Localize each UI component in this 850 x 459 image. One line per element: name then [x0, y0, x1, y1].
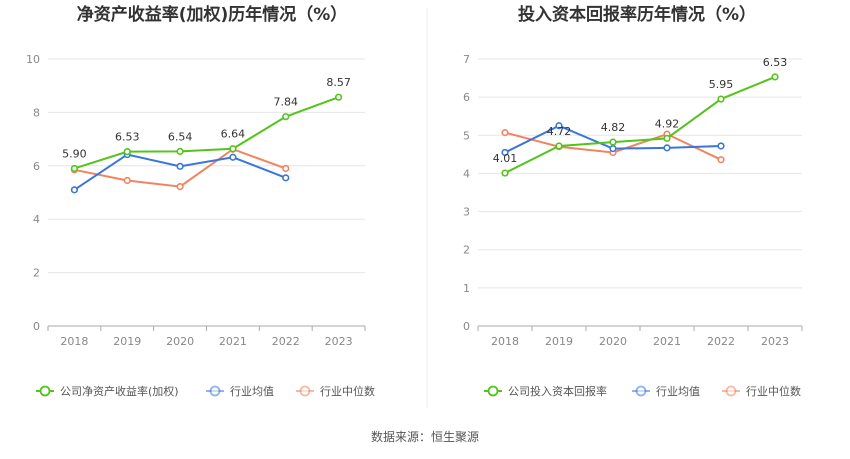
data-label: 7.84 [274, 96, 299, 109]
data-point-median [123, 176, 131, 185]
data-label: 6.53 [115, 131, 140, 144]
x-tick-label: 2019 [113, 335, 141, 348]
data-point-company [501, 169, 509, 177]
y-tick-label: 6 [33, 160, 40, 173]
data-point-median [176, 183, 184, 191]
y-tick-label: 3 [463, 206, 470, 219]
chart-roe: 净资产收益率(加权)历年情况（%） 0 2 4 6 8 10 2018 2019 2020 2021… [26, 4, 375, 398]
data-point-median [717, 156, 725, 164]
x-tick-label: 2021 [653, 335, 681, 348]
data-point-median [282, 164, 290, 173]
data-label: 4.82 [601, 121, 626, 134]
y-tick-label: 0 [33, 320, 40, 333]
legend-item-average[interactable]: 行业均值 [206, 385, 274, 398]
legend-label: 行业均值 [230, 385, 274, 398]
chart-title: 投入资本回报率历年情况（%） [518, 4, 756, 25]
x-tick-label: 2019 [545, 335, 573, 348]
x-tick-label: 2018 [491, 335, 519, 348]
data-label: 8.57 [326, 76, 351, 89]
data-point-company [555, 142, 563, 150]
legend-swatch-marker [635, 385, 647, 397]
legend-item-median[interactable]: 行业中位数 [722, 384, 801, 398]
legend-swatch-marker [725, 385, 737, 397]
data-label: 4.72 [547, 125, 572, 138]
x-tick-label: 2022 [707, 335, 735, 348]
y-tick-label: 10 [26, 53, 40, 66]
x-tick-label: 2018 [60, 335, 88, 348]
y-tick-label: 2 [33, 267, 40, 280]
data-point-company [229, 145, 237, 153]
data-label: 6.64 [221, 128, 246, 141]
data-point-company [771, 73, 779, 81]
legend-label: 行业均值 [656, 385, 700, 398]
data-point-company [123, 148, 131, 156]
legend-item-company[interactable]: 公司投入资本回报率 [484, 384, 607, 398]
source-label: 数据来源：恒生聚源 [371, 429, 479, 444]
data-label: 6.54 [168, 130, 193, 143]
data-point-average [176, 162, 184, 170]
legend-label: 行业中位数 [320, 384, 375, 398]
data-point-company [663, 134, 671, 142]
y-tick-label: 0 [463, 320, 470, 333]
data-point-median [501, 129, 509, 137]
data-point-company [282, 113, 290, 121]
legend-swatch-marker [39, 385, 51, 397]
data-point-company [70, 164, 79, 173]
data-label: 4.92 [655, 117, 680, 130]
x-tick-label: 2022 [272, 335, 300, 348]
data-label: 6.53 [763, 56, 788, 69]
data-point-average [555, 122, 563, 130]
data-point-company [717, 95, 725, 103]
data-point-company [334, 93, 343, 101]
legend-swatch-marker [299, 385, 311, 397]
legend-item-company[interactable]: 公司净资产收益率(加权) [36, 384, 179, 398]
data-point-average [609, 145, 617, 153]
data-label: 5.95 [709, 78, 734, 91]
y-tick-label: 7 [463, 53, 470, 66]
data-label: 4.01 [493, 152, 518, 165]
y-tick-label: 8 [33, 106, 40, 119]
legend-item-median[interactable]: 行业中位数 [296, 384, 375, 398]
data-point-average [229, 153, 237, 161]
y-tick-label: 6 [463, 91, 470, 104]
legend-swatch-marker [487, 385, 499, 397]
chart-title: 净资产收益率(加权)历年情况（%） [77, 4, 348, 25]
legend-swatch-marker [209, 385, 221, 397]
data-point-average [717, 142, 725, 150]
chart-roic: 投入资本回报率历年情况（%） 0 1 2 3 4 5 6 7 2018 2019 2020 2021 20… [463, 4, 803, 398]
y-tick-label: 4 [463, 167, 470, 180]
data-point-average [501, 148, 509, 157]
data-point-average [282, 174, 290, 182]
legend-label: 公司净资产收益率(加权) [60, 384, 179, 398]
y-tick-label: 2 [463, 244, 470, 257]
y-tick-label: 1 [463, 282, 470, 295]
data-point-average [663, 144, 671, 152]
data-label: 5.90 [62, 147, 87, 160]
x-tick-label: 2020 [166, 335, 194, 348]
x-tick-label: 2023 [325, 335, 353, 348]
data-point-average [70, 186, 79, 194]
x-tick-label: 2021 [219, 335, 247, 348]
series-line-company [74, 96, 339, 170]
x-tick-label: 2023 [761, 335, 789, 348]
y-tick-label: 5 [463, 129, 470, 142]
legend-item-average[interactable]: 行业均值 [632, 385, 700, 398]
series-line-company [504, 76, 776, 174]
data-point-company [609, 138, 617, 146]
legend-label: 行业中位数 [746, 384, 801, 398]
legend-label: 公司投入资本回报率 [508, 384, 607, 398]
x-tick-label: 2020 [599, 335, 627, 348]
data-point-company [176, 147, 184, 155]
y-tick-label: 4 [33, 213, 40, 226]
